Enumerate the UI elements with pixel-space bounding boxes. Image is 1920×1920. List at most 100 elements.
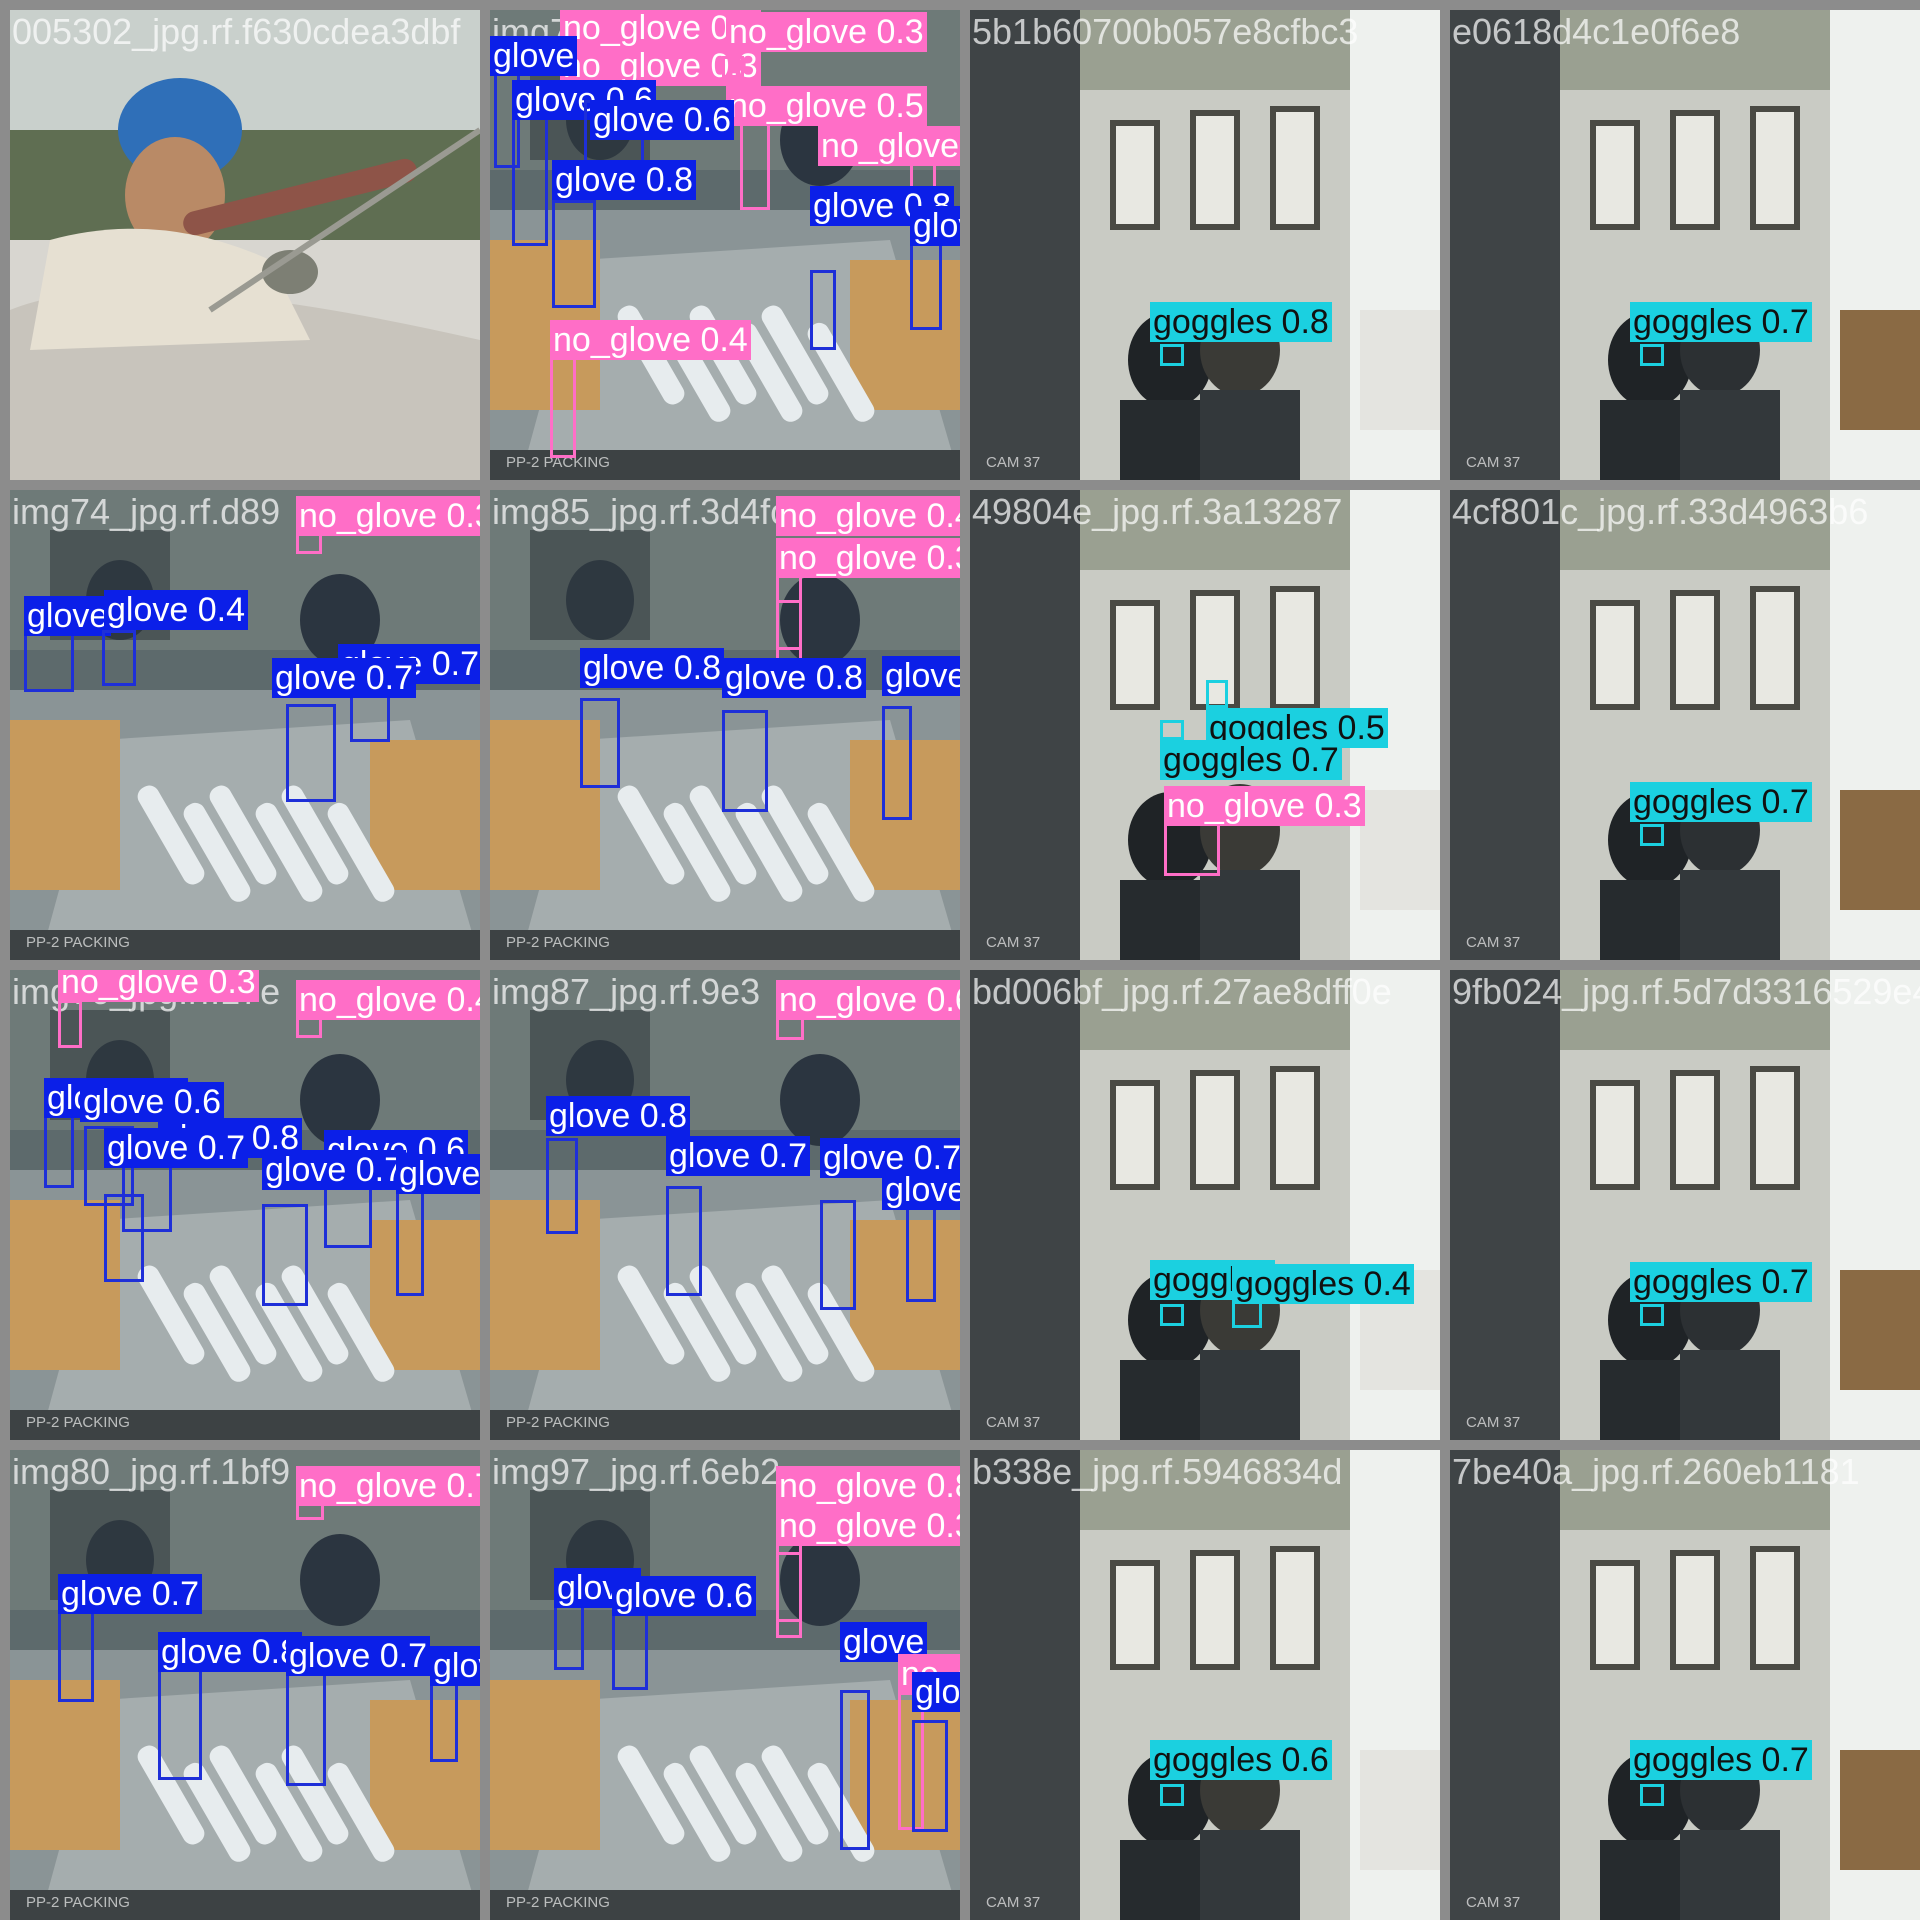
no-glove-detection-box	[776, 1552, 802, 1622]
goggles-detection-box	[1206, 680, 1228, 708]
glove-detection-box	[552, 200, 596, 308]
glove-detection-box	[912, 1720, 948, 1832]
camera-watermark: PP-2 PACKING	[506, 1894, 610, 1911]
packing-scene	[10, 1450, 480, 1920]
control2-scene	[1450, 10, 1920, 480]
glove-detection-box	[286, 1660, 326, 1786]
tile-filename: img97_jpg.rf.6eb2	[492, 1451, 781, 1492]
glove-detection-box	[286, 704, 336, 802]
tile-filename: 7be40a_jpg.rf.260eb1181	[1452, 1451, 1860, 1492]
glove-detection-box	[820, 1200, 856, 1310]
detection-label: no_glove 0.8	[776, 1466, 960, 1506]
glove-detection-box	[512, 102, 548, 246]
goggles-detection-box	[1232, 1300, 1262, 1328]
camera-watermark: CAM 37	[1466, 1414, 1521, 1431]
glove-detection-box	[396, 1188, 424, 1296]
tile-filename: bd006bf_jpg.rf.27ae8dff0e	[972, 971, 1392, 1012]
glove-detection-box	[840, 1690, 870, 1850]
detection-label: glove 0.8	[910, 206, 960, 246]
detection-label: glove 0.7	[262, 1150, 406, 1190]
control2-scene	[1450, 490, 1920, 960]
mosaic-tile: 7be40a_jpg.rf.260eb1181 CAM 37 goggles 0.7	[1450, 1450, 1920, 1920]
lineman-scene	[10, 10, 480, 480]
packing-scene	[490, 490, 960, 960]
mosaic-tile: img74_jpg.rf.d89 PP-2 PACKING no_glove 0.3…	[10, 490, 480, 960]
goggles-detection-box	[1160, 344, 1184, 366]
glove-detection-box	[910, 234, 942, 330]
detection-label: no_glove 0.5	[818, 126, 960, 166]
detection-label: glove 0.6	[80, 1082, 224, 1122]
goggles-detection-box	[1160, 1784, 1184, 1806]
control-scene	[970, 10, 1440, 480]
detections-overlay: no_glove 0.7 glove 0.7 glove 0.8 glove 0.7 g…	[10, 1450, 480, 1920]
camera-watermark: CAM 37	[1466, 934, 1521, 951]
detection-label: no_glove 0.4	[550, 320, 751, 360]
detection-label: no_glove 0.3	[1164, 786, 1365, 826]
detection-label: glove 0.8	[882, 656, 960, 696]
detection-label: glove 0.7	[286, 1636, 430, 1676]
detections-overlay: no_glove 0.8 no_glove 0.3 glove glove 0.6 gl…	[490, 1450, 960, 1920]
glove-detection-box	[324, 1186, 372, 1248]
goggles-detection-box	[1640, 344, 1664, 366]
packing-scene	[10, 970, 480, 1440]
detections-overlay: goggles 0.7	[1450, 490, 1920, 960]
control2-scene	[1450, 1450, 1920, 1920]
detection-label: glove	[490, 36, 578, 76]
camera-watermark: CAM 37	[986, 1894, 1041, 1911]
glove-detection-box	[102, 630, 136, 686]
glove-detection-box	[580, 698, 620, 788]
glove-detection-box	[882, 706, 912, 820]
mosaic-tile: 49804e_jpg.rf.3a13287 CAM 37 goggles 0.5 go…	[970, 490, 1440, 960]
goggles-detection-box	[1640, 1784, 1664, 1806]
mosaic-tile: b338e_jpg.rf.5946834d CAM 37 goggles 0.6	[970, 1450, 1440, 1920]
detection-label: glove 0.4	[104, 590, 248, 630]
mosaic-tile: img97_jpg.rf.6eb2 PP-2 PACKING no_glove 0.…	[490, 1450, 960, 1920]
detection-label: glove 0.8	[546, 1096, 690, 1136]
goggles-detection-box	[1640, 824, 1664, 846]
glove-detection-box	[262, 1204, 308, 1306]
glove-detection-box	[24, 630, 74, 692]
tile-filename: 9fb024_jpg.rf.5d7d3316529e4	[1452, 971, 1920, 1012]
detection-label: glove 0.8	[158, 1632, 302, 1672]
detections-overlay: goggles 0.7	[1450, 10, 1920, 480]
goggles-detection-box	[1160, 1304, 1184, 1326]
camera-watermark: CAM 37	[986, 1414, 1041, 1431]
detections-overlay: no_glove 0.4 no_glove 0.3 glove 0.8 glove 0…	[490, 490, 960, 960]
detections-overlay: goggles 0.7	[1450, 1450, 1920, 1920]
detections-overlay: goggles 0.5 goggles 0.7 no_glove 0.3	[970, 490, 1440, 960]
detections-overlay	[10, 10, 480, 480]
mosaic-tile: bd006bf_jpg.rf.27ae8dff0e CAM 37 goggles go…	[970, 970, 1440, 1440]
mosaic-tile: 9fb024_jpg.rf.5d7d3316529e4 CAM 37 goggles…	[1450, 970, 1920, 1440]
detection-label: glove 0.8	[580, 648, 724, 688]
detection-label: no_glove 0.3	[776, 538, 960, 578]
mosaic-tile: 5b1b60700b057e8cfbc3 CAM 37 goggles 0.8	[970, 10, 1440, 480]
tile-filename: b338e_jpg.rf.5946834d	[972, 1451, 1343, 1492]
tile-filename: img85_jpg.rf.3d4fc	[492, 491, 789, 532]
control-scene	[970, 970, 1440, 1440]
glove-detection-box	[906, 1200, 936, 1302]
detection-label: no_glove 0.3	[560, 46, 761, 86]
detection-label: no_glove 0.3	[776, 1506, 960, 1546]
glove-detection-box	[722, 710, 768, 812]
tile-filename: img74_jpg.rf.d89	[12, 491, 281, 532]
detection-label: no_glove 0.7	[296, 1466, 480, 1506]
detections-overlay: goggles 0.7	[1450, 970, 1920, 1440]
camera-watermark: CAM 37	[1466, 454, 1521, 471]
detections-overlay: no_glove 0.3 no_glove 0.3 no_glove 0.3 glov…	[490, 10, 960, 480]
glove-detection-box	[546, 1138, 578, 1234]
detection-label: goggles 0.7	[1160, 740, 1342, 780]
detection-label: goggles 0.7	[1630, 1262, 1812, 1302]
detection-label: goggles 0.8	[1150, 302, 1332, 342]
detection-label: no_glove 0.3	[58, 970, 259, 1002]
glove-detection-box	[810, 270, 836, 350]
no-glove-detection-box	[776, 600, 802, 650]
detections-overlay: goggles goggles 0.4	[970, 970, 1440, 1440]
detection-label: glove 0.8	[882, 1170, 960, 1210]
camera-watermark: CAM 37	[986, 454, 1041, 471]
detection-label: goggles 0.7	[1630, 302, 1812, 342]
detection-label: goggles 0.7	[1630, 782, 1812, 822]
